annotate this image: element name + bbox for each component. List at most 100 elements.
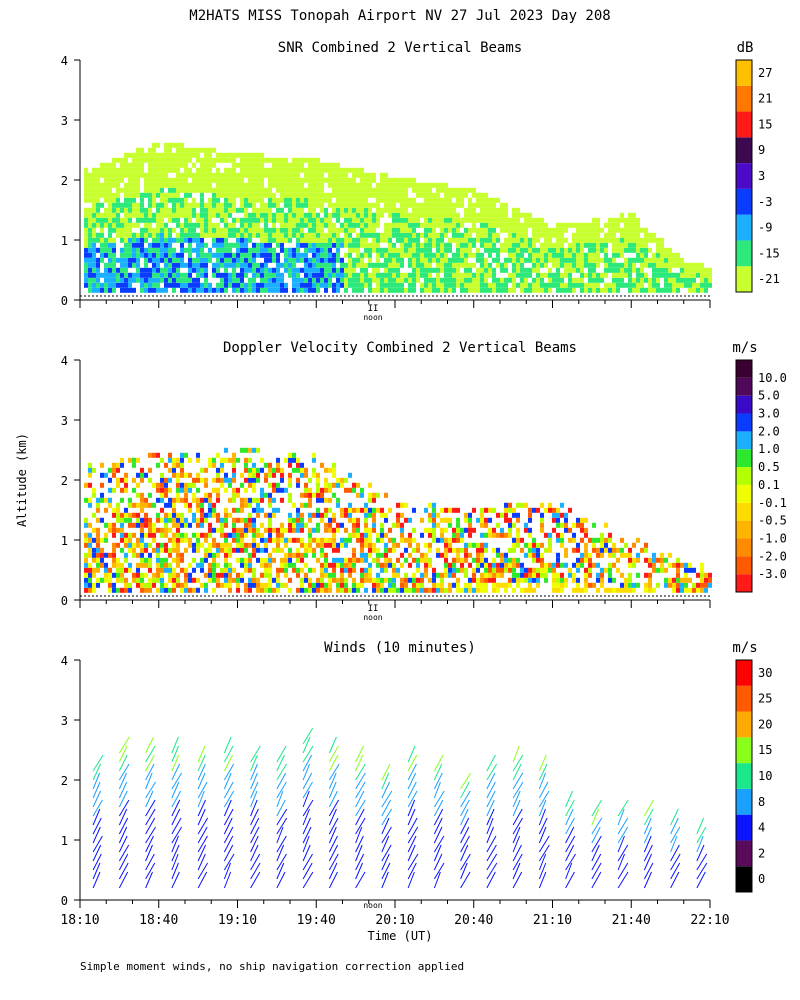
snr-cell	[660, 257, 664, 263]
snr-cell	[344, 277, 348, 283]
snr-cell	[584, 242, 588, 248]
snr-cell	[196, 147, 200, 153]
velocity-cell	[392, 522, 396, 528]
velocity-cell	[400, 527, 404, 533]
snr-cell	[152, 277, 156, 283]
snr-cell	[188, 282, 192, 288]
velocity-cell	[544, 547, 548, 553]
velocity-cell	[128, 537, 132, 543]
snr-cell	[216, 287, 220, 293]
snr-cell	[532, 237, 536, 243]
snr-cell	[96, 272, 100, 278]
snr-cell	[380, 252, 384, 258]
snr-cell	[160, 152, 164, 158]
velocity-cell	[140, 532, 144, 538]
snr-cell	[572, 242, 576, 248]
snr-cell	[340, 182, 344, 188]
velocity-cell	[412, 577, 416, 583]
velocity-cell	[688, 567, 692, 573]
snr-colorbar-swatch	[736, 214, 752, 241]
snr-cell	[224, 267, 228, 273]
velocity-cell	[292, 457, 296, 463]
velocity-cell	[160, 532, 164, 538]
snr-cell	[460, 262, 464, 268]
velocity-cell	[372, 512, 376, 518]
velocity-cell	[228, 547, 232, 553]
velocity-cell	[520, 502, 524, 508]
velocity-cell	[596, 552, 600, 558]
snr-cell	[408, 242, 412, 248]
snr-cell	[208, 207, 212, 213]
velocity-cell	[324, 552, 328, 558]
velocity-cell	[132, 577, 136, 583]
snr-cell	[172, 287, 176, 293]
velocity-cell	[620, 537, 624, 543]
snr-cell	[192, 212, 196, 218]
snr-cell	[280, 197, 284, 203]
velocity-cell	[124, 567, 128, 573]
velocity-cell	[252, 487, 256, 493]
snr-cell	[372, 237, 376, 243]
snr-cell	[288, 232, 292, 238]
velocity-cell	[520, 572, 524, 578]
velocity-cell	[480, 532, 484, 538]
snr-cell	[144, 187, 148, 193]
velocity-cell	[112, 462, 116, 468]
snr-cell	[292, 222, 296, 228]
velocity-cell	[340, 512, 344, 518]
snr-cell	[108, 217, 112, 223]
snr-cell	[484, 222, 488, 228]
snr-cell	[328, 177, 332, 183]
velocity-cell	[340, 562, 344, 568]
snr-cell	[216, 227, 220, 233]
snr-cell	[204, 162, 208, 168]
snr-cell	[636, 222, 640, 228]
snr-cell	[436, 257, 440, 263]
velocity-cell	[136, 577, 140, 583]
snr-cell	[388, 262, 392, 268]
velocity-cell	[88, 582, 92, 588]
snr-cell	[540, 232, 544, 238]
velocity-cell	[364, 527, 368, 533]
snr-cell	[244, 237, 248, 243]
snr-cell	[488, 222, 492, 228]
velocity-cell	[336, 542, 340, 548]
snr-cell	[628, 287, 632, 293]
snr-cell	[348, 227, 352, 233]
snr-cell	[244, 207, 248, 213]
wind-barb	[171, 826, 183, 844]
snr-cell	[400, 222, 404, 228]
snr-cell	[228, 282, 232, 288]
velocity-cell	[516, 537, 520, 543]
snr-cell	[392, 227, 396, 233]
velocity-cell	[704, 582, 708, 588]
snr-cell	[176, 192, 180, 198]
snr-cell	[252, 252, 256, 258]
velocity-cell	[160, 557, 164, 563]
snr-cell	[120, 257, 124, 263]
velocity-cell	[376, 582, 380, 588]
snr-cell	[548, 252, 552, 258]
velocity-cell	[592, 562, 596, 568]
snr-cell	[240, 227, 244, 233]
velocity-cell	[168, 497, 172, 503]
snr-cell	[188, 212, 192, 218]
velocity-cell	[412, 547, 416, 553]
snr-cell	[260, 282, 264, 288]
snr-cell	[256, 252, 260, 258]
snr-cell	[556, 237, 560, 243]
snr-cell	[316, 197, 320, 203]
velocity-cell	[100, 497, 104, 503]
snr-cell	[244, 182, 248, 188]
snr-cell	[160, 187, 164, 193]
snr-cell	[212, 202, 216, 208]
snr-cell	[480, 267, 484, 273]
snr-cell	[260, 267, 264, 273]
velocity-cell	[320, 517, 324, 523]
velocity-cell	[84, 562, 88, 568]
snr-cell	[668, 247, 672, 253]
snr-cell	[348, 212, 352, 218]
snr-cell	[288, 197, 292, 203]
snr-cell	[596, 222, 600, 228]
